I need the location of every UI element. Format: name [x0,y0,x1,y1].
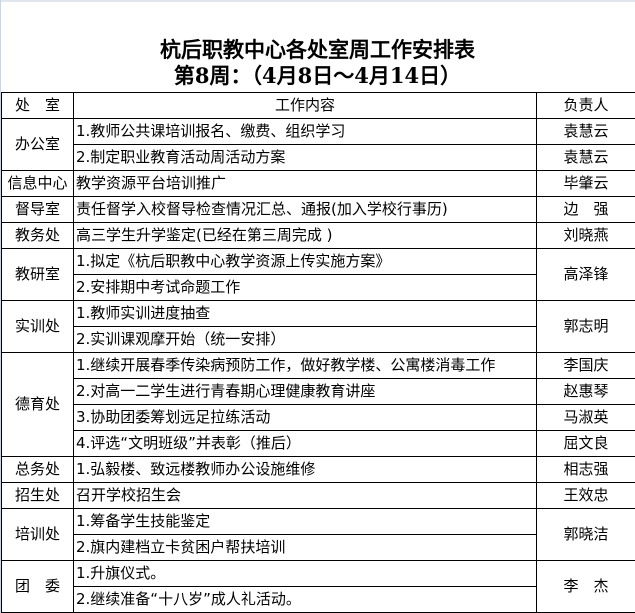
dept-cell: 教研室 [1,248,74,301]
table-row: 2.实训课观摩开始（统一安排） [2,326,635,353]
table-row: 2.制定职业教育活动周活动方案 袁慧云 [2,144,635,171]
owner-cell: 李国庆 [536,352,635,379]
table-row: 4.评选“文明班级”并表彰（推后） 屈文良 [2,430,635,457]
table-row: 团 委 1.升旗仪式。李 杰 [1,560,635,613]
content-cell: 1.教师公共课培训报名、缴费、组织学习 [73,118,537,145]
owner-cell: 郭志明 [536,300,635,353]
table-row: 督导室 责任督学入校督导检查情况汇总、通报(加入学校行事历) 边 强 [1,196,635,223]
table-row: 2.旗内建档立卡贫困户帮扶培训 [2,534,635,561]
owner-cell: 赵惠琴 [536,378,635,405]
owner-cell: 郭晓洁 [536,508,635,561]
dept-cell: 教务处 [1,222,74,249]
content-cell: 3.协助团委筹划远足拉练活动 [73,404,537,431]
left-edge [0,0,1,613]
dept-cell: 督导室 [1,196,74,223]
owner-cell: 李 杰 [536,560,635,613]
owner-cell: 袁慧云 [536,144,635,171]
table-row: 2.对高一二学生进行青春期心理健康教育讲座 赵惠琴 [2,378,635,405]
table-row: 教研室 1.拟定《杭后职教中心教学资源上传实施方案》 高泽锋 [1,248,635,301]
content-cell: 2.实训课观摩开始（统一安排） [73,326,537,353]
dept-cell: 总务处 [1,456,74,483]
content-cell: 高三学生升学鉴定(已经在第三周完成 ) [73,222,537,249]
table-row: 培训处 1.筹备学生技能鉴定 郭晓洁 [1,508,635,561]
table-row: 教务处 高三学生升学鉴定(已经在第三周完成 ) 刘晓燕 [1,222,635,249]
owner-cell: 边 强 [536,196,635,223]
content-cell: 2.继续准备“十八岁”成人礼活动。 [73,586,537,613]
content-cell: 教学资源平台培训推广 [73,170,537,197]
table-row: 3.协助团委筹划远足拉练活动 马淑英 [2,404,635,431]
table-row: 德育处 1.继续开展春季传染病预防工作，做好教学楼、公寓楼消毒工作 李国庆 [1,352,635,457]
page-title: 杭后职教中心各处室周工作安排表 [160,37,475,62]
content-cell: 责任督学入校督导检查情况汇总、通报(加入学校行事历) [73,196,537,223]
dept-cell: 团 委 [1,560,74,613]
owner-cell: 屈文良 [536,430,635,457]
table-row: 招生处 召开学校招生会 王效忠 [1,482,635,509]
content-cell: 2.对高一二学生进行青春期心理健康教育讲座 [73,378,537,405]
dept-cell: 培训处 [1,508,74,561]
content-cell: 召开学校招生会 [73,482,537,509]
owner-cell: 王效忠 [536,482,635,509]
content-cell: 1.教师实训进度抽查 [73,300,537,327]
table-row: 实训处 1.教师实训进度抽查 郭志明 [1,300,635,353]
content-cell: 2.安排期中考试命题工作 [73,274,537,301]
dept-cell: 信息中心 [1,170,74,197]
header-owner: 负责人 [536,92,635,119]
owner-cell: 刘晓燕 [536,222,635,249]
owner-cell: 毕肇云 [536,170,635,197]
content-cell: 1.继续开展春季传染病预防工作，做好教学楼、公寓楼消毒工作 [73,352,537,379]
content-cell: 1.筹备学生技能鉴定 [73,508,537,535]
content-cell: 4.评选“文明班级”并表彰（推后） [73,430,537,457]
table-header-row: 处 室 工作内容 负责人 [1,92,635,119]
schedule-table: 处 室 工作内容 负责人 办公室 1.教师公共课培训报名、缴费、组织学习 袁慧云 2.… [1,92,635,613]
content-cell: 1.升旗仪式。 [73,560,537,587]
content-cell: 2.旗内建档立卡贫困户帮扶培训 [73,534,537,561]
dept-cell: 德育处 [1,352,74,457]
content-cell: 1.拟定《杭后职教中心教学资源上传实施方案》 [73,248,537,275]
dept-cell: 办公室 [1,118,74,171]
header-content: 工作内容 [73,92,537,119]
owner-cell: 马淑英 [536,404,635,431]
content-cell: 1.弘毅楼、致远楼教师办公设施维修 [73,456,537,483]
table-row: 信息中心 教学资源平台培训推广 毕肇云 [1,170,635,197]
header-dept: 处 室 [1,92,74,119]
page-subtitle: 第8周：（4月8日～4月14日） [173,63,462,88]
table-row: 2.安排期中考试命题工作 [2,274,635,301]
dept-cell: 实训处 [1,300,74,353]
owner-cell: 袁慧云 [536,118,635,145]
owner-cell: 高泽锋 [536,248,635,301]
owner-cell: 相志强 [536,456,635,483]
table-row: 2.继续准备“十八岁”成人礼活动。 [2,586,635,613]
table-row: 办公室 1.教师公共课培训报名、缴费、组织学习 袁慧云 [1,118,635,171]
top-edge [0,0,635,2]
dept-cell: 招生处 [1,482,74,509]
table-row: 总务处 1.弘毅楼、致远楼教师办公设施维修 相志强 [1,456,635,483]
content-cell: 2.制定职业教育活动周活动方案 [73,144,537,171]
